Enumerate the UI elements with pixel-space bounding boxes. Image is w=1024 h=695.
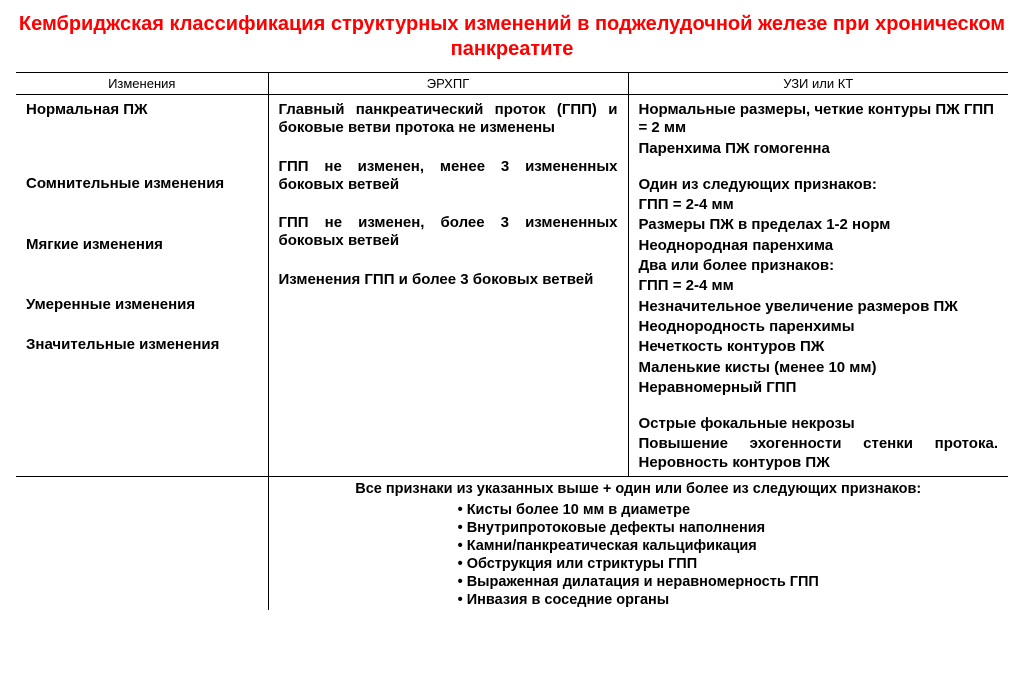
row-mild: Мягкие изменения [26,236,258,254]
us-a1: Нормальные размеры, четкие контуры ПЖ ГП… [639,101,999,138]
us-c2: ГПП = 2-4 мм [639,277,999,295]
us-e1: Острые фокальные некрозы [639,415,999,433]
us-a2: Паренхима ПЖ гомогенна [639,140,999,158]
cell-us-ct: Нормальные размеры, четкие контуры ПЖ ГП… [628,95,1008,477]
footer-item: Камни/панкреатическая кальцификация [458,537,819,555]
us-b3: Размеры ПЖ в пределах 1-2 норм [639,216,999,234]
footer-item: Обструкция или стриктуры ГПП [458,555,819,573]
cell-ercp: Главный панкреатический проток (ГПП) и б… [268,95,628,477]
ercp-p4: Изменения ГПП и более 3 боковых ветвей [279,271,618,289]
footer-item: Кисты более 10 мм в диаметре [458,501,819,519]
us-d2: Нечеткость контуров ПЖ [639,338,999,356]
us-c1: Два или более признаков: [639,257,999,275]
classification-table: Изменения ЭРХПГ УЗИ или КТ Нормальная ПЖ… [16,72,1008,610]
header-us-ct: УЗИ или КТ [628,73,1008,95]
us-d4: Неравномерный ГПП [639,379,999,397]
us-d1: Неоднородность паренхимы [639,318,999,336]
page-title: Кембриджская классификация структурных и… [16,12,1008,62]
header-ercp: ЭРХПГ [268,73,628,95]
header-changes: Изменения [16,73,268,95]
cell-footer: Все признаки из указанных выше + один ил… [268,477,1008,611]
table-footer-row: Все признаки из указанных выше + один ил… [16,477,1008,611]
footer-lead: Все признаки из указанных выше + один ил… [299,481,979,499]
table-header-row: Изменения ЭРХПГ УЗИ или КТ [16,73,1008,95]
us-c3: Незначительное увеличение размеров ПЖ [639,298,999,316]
footer-list: Кисты более 10 мм в диаметре Внутрипрото… [458,501,819,610]
us-b4: Неоднородная паренхима [639,237,999,255]
row-doubtful: Сомнительные изменения [26,175,258,193]
footer-item: Выраженная дилатация и неравномерность Г… [458,573,819,591]
us-b1: Один из следующих признаков: [639,176,999,194]
ercp-p3: ГПП не изменен, более 3 измененных боков… [279,214,618,251]
cell-changes: Нормальная ПЖ Сомнительные изменения Мяг… [16,95,268,477]
table-body-row: Нормальная ПЖ Сомнительные изменения Мяг… [16,95,1008,477]
us-b2: ГПП = 2-4 мм [639,196,999,214]
us-d3: Маленькие кисты (менее 10 мм) [639,359,999,377]
ercp-p2: ГПП не изменен, менее 3 измененных боков… [279,158,618,195]
row-moderate: Умеренные изменения [26,296,258,314]
footer-spacer [16,477,268,611]
row-normal: Нормальная ПЖ [26,101,258,119]
row-significant: Значительные изменения [26,336,258,354]
ercp-p1: Главный панкреатический проток (ГПП) и б… [279,101,618,138]
footer-item: Внутрипротоковые дефекты наполнения [458,519,819,537]
footer-item: Инвазия в соседние органы [458,591,819,609]
us-e2: Повышение эхогенности стенки протока. Не… [639,435,999,472]
